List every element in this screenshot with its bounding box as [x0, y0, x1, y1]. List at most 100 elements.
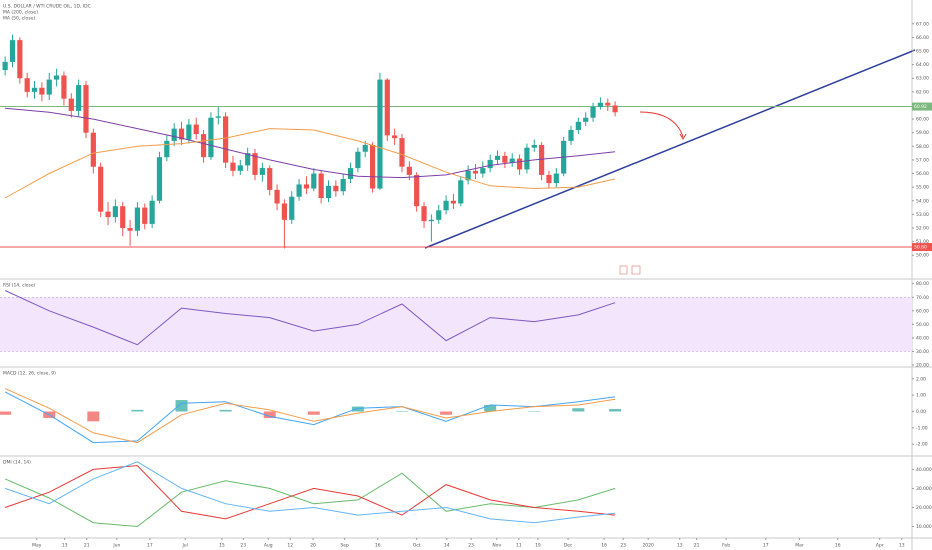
candle-body	[259, 168, 265, 175]
candle-body	[127, 227, 133, 231]
candle-body	[303, 184, 310, 189]
candle-body	[340, 178, 346, 192]
candle-body	[487, 159, 493, 169]
x-tick-label: 11	[516, 543, 522, 549]
histogram-bar	[572, 408, 585, 412]
x-tick-label: 23	[240, 543, 246, 549]
y-tick-label: 2.00	[916, 376, 926, 382]
x-tick-label: 16	[835, 543, 841, 549]
x-tick-label: Aug	[264, 543, 273, 549]
y-tick-label: 54.00	[916, 198, 929, 204]
indicator-line	[4, 388, 616, 444]
candle-body	[597, 102, 604, 107]
arrow[interactable]	[639, 111, 684, 138]
candle-body	[142, 207, 148, 224]
candle-body	[392, 135, 398, 139]
legend-entry: MA (50, close)	[3, 16, 35, 22]
candle-body	[24, 78, 30, 92]
y-tick-label: 20.00	[916, 363, 929, 369]
y-tick-label: 65.00	[916, 49, 929, 55]
candle-body	[509, 158, 515, 163]
x-tick-label: Dec	[564, 543, 573, 549]
x-tick-label: 13	[899, 543, 905, 549]
candle-body	[428, 219, 434, 222]
y-tick-label: 70.00	[916, 295, 929, 301]
candle-body	[450, 200, 457, 204]
candle-body	[553, 173, 559, 184]
x-tick-label: Oct	[413, 543, 421, 549]
candle-body	[17, 40, 23, 79]
y-tick-label: 53.00	[916, 212, 929, 218]
candle-body	[465, 170, 471, 181]
candle-body	[90, 132, 96, 167]
candle-body	[215, 116, 221, 118]
candle-body	[281, 203, 288, 220]
x-tick-label: Jul	[181, 543, 187, 549]
x-tick-label: Sep	[340, 543, 349, 549]
candle-body	[436, 210, 442, 220]
candle-body	[369, 144, 376, 189]
event-icon[interactable]	[631, 265, 641, 275]
x-tick-label: 21	[84, 543, 90, 549]
candle-body	[296, 184, 302, 197]
candle-body	[472, 170, 479, 174]
y-tick-label: 55.00	[916, 185, 929, 191]
x-tick-label: Mar	[795, 543, 804, 549]
y-tick-label: 58.00	[916, 144, 929, 150]
indicator-line	[4, 391, 616, 444]
candle-body	[347, 168, 354, 179]
histogram-bar	[484, 404, 497, 412]
x-tick-label: Jun	[112, 543, 120, 549]
level-label-box	[912, 102, 932, 111]
candle-body	[164, 140, 170, 158]
x-tick-label: 16	[375, 543, 381, 549]
candle-body	[605, 102, 611, 106]
event-icon[interactable]	[619, 265, 628, 275]
histogram-bar	[440, 411, 453, 415]
y-tick-label: 60.00	[916, 308, 929, 314]
candle-body	[112, 206, 118, 218]
candle-body	[230, 162, 236, 171]
x-tick-label: 19	[535, 543, 541, 549]
y-tick-label: 30.0000	[916, 486, 932, 492]
candle-body	[421, 206, 427, 222]
candle-body	[399, 138, 405, 167]
histogram-bar	[219, 409, 232, 412]
indicator-line	[4, 472, 616, 528]
y-tick-label: 63.00	[916, 76, 929, 82]
candle-body	[245, 153, 251, 166]
candle-body	[362, 144, 368, 152]
candle-body	[384, 79, 390, 136]
x-tick-label: May	[32, 543, 42, 549]
candle-body	[193, 124, 199, 135]
candle-body	[406, 166, 412, 175]
pane-title: DMI (14, 14)	[3, 460, 31, 466]
indicator-line	[5, 107, 616, 179]
candle-body	[333, 185, 339, 192]
candle-body	[200, 134, 207, 158]
y-tick-label: 1.00	[916, 393, 926, 399]
candle-body	[494, 155, 501, 160]
y-tick-label: 80.00	[916, 281, 929, 287]
candle-body	[237, 165, 243, 171]
candle-body	[223, 116, 229, 163]
y-tick-label: 56.00	[916, 171, 929, 177]
x-tick-label: 23	[620, 543, 626, 549]
x-tick-label: 12	[287, 543, 293, 549]
candle-body	[171, 128, 177, 141]
y-tick-label: 59.00	[916, 130, 929, 136]
histogram-bar	[528, 411, 541, 412]
candle-body	[156, 157, 163, 201]
candle-body	[9, 40, 16, 62]
candle-body	[539, 144, 545, 175]
histogram-bar	[87, 411, 100, 422]
trend-line[interactable]	[424, 49, 916, 249]
x-tick-label: 14	[444, 543, 450, 549]
candle-body	[355, 151, 361, 169]
y-tick-label: 0.00	[916, 409, 926, 415]
indicator-line	[4, 465, 616, 520]
x-tick-label: 16	[601, 543, 607, 549]
y-tick-label: 10.0000	[916, 524, 932, 530]
indicator-line	[4, 461, 616, 524]
candle-body	[208, 117, 214, 158]
